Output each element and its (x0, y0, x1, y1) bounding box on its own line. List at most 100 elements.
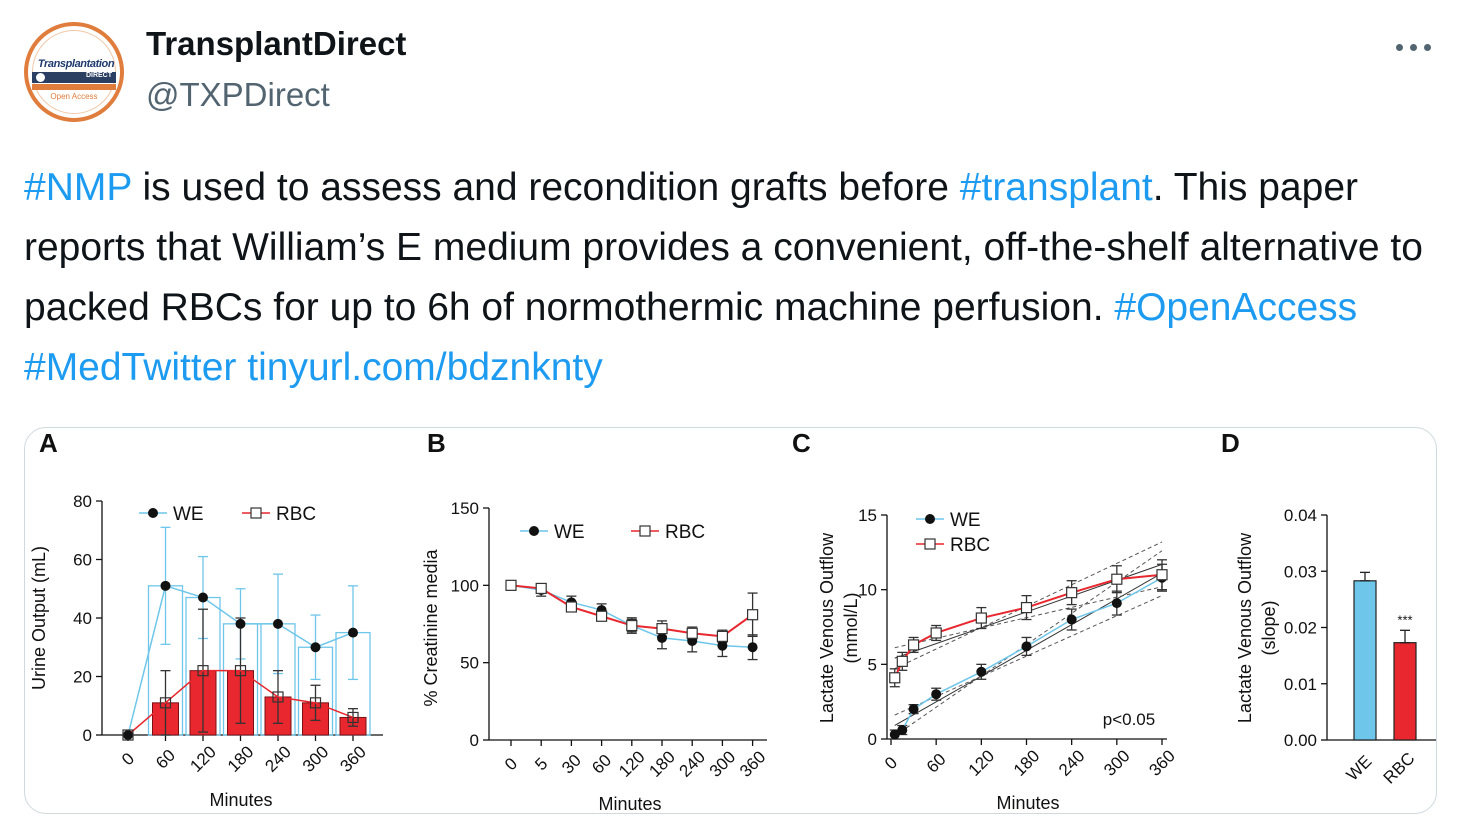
y-tick-label: 5 (868, 655, 877, 674)
user-handle[interactable]: @TXPDirect (146, 76, 330, 113)
y-tick-label: 0 (868, 730, 877, 749)
point-rbc (889, 672, 901, 684)
x-tick-label: 60 (923, 750, 950, 777)
tweet-text-segment: . This paper reports that William’s E me… (24, 166, 1423, 329)
point-we (273, 618, 283, 629)
point-rbc (535, 582, 547, 595)
x-tick-label: RBC (1380, 749, 1419, 788)
avatar-logo-stripe (32, 84, 116, 90)
y-tick-label: 40 (73, 609, 92, 628)
point-we (717, 640, 728, 651)
tweet-media-image[interactable]: A 0 20 40 60 80 0 60 120 180 240 300 360 Urine Output… (24, 427, 1437, 814)
y-tick-label: 80 (73, 492, 92, 511)
line-rbc (893, 573, 1163, 679)
y-axis-title: Lactate Venous Outflow (817, 532, 837, 723)
x-tick-label: 120 (186, 742, 219, 775)
point-rbc (746, 609, 759, 621)
point-rbc (272, 691, 284, 703)
point-we (160, 580, 171, 591)
point-we (1066, 614, 1077, 625)
point-we (931, 689, 942, 700)
legend-we-label: WE (554, 522, 585, 543)
x-tick-label: 240 (1055, 746, 1088, 779)
x-tick-label: 120 (615, 747, 648, 780)
x-tick-label: 360 (336, 742, 369, 775)
bar-rbc (1393, 642, 1417, 741)
y-tick-label: 100 (451, 576, 479, 595)
y-axis-title: Lactate Venous Outflow (1235, 532, 1255, 723)
significance-annotation: *** (1397, 612, 1412, 627)
point-we (747, 642, 758, 653)
point-we (198, 592, 208, 603)
p-value-annotation: p<0.05 (1103, 710, 1155, 729)
legend-we-label: WE (173, 504, 204, 525)
y-tick-label: 15 (858, 506, 877, 525)
x-tick-label: 5 (531, 754, 551, 774)
point-rbc (716, 630, 729, 642)
x-tick-label: 360 (1145, 746, 1178, 779)
point-rbc (975, 612, 987, 624)
point-rbc (1111, 573, 1123, 585)
point-rbc (1156, 569, 1168, 581)
x-axis-title: Minutes (996, 793, 1059, 813)
more-options-icon[interactable] (1396, 44, 1436, 54)
hashtag-link[interactable]: #OpenAccess (1114, 286, 1358, 329)
point-rbc (1020, 601, 1033, 614)
point-rbc (234, 665, 247, 677)
x-tick-label: 180 (224, 742, 257, 775)
point-rbc (656, 623, 668, 635)
point-rbc (1066, 587, 1078, 599)
point-we (889, 729, 900, 740)
point-we (310, 642, 321, 653)
y-axis-title: Urine Output (mL) (29, 546, 49, 690)
avatar-logo-text: Transplantation (37, 58, 115, 70)
x-axis-title: Minutes (209, 790, 272, 810)
x-tick-label: 0 (501, 754, 521, 774)
point-we (897, 725, 908, 736)
line-we (510, 584, 753, 648)
bar-we (1353, 580, 1377, 741)
y-tick-label: 0 (83, 726, 92, 745)
x-tick-label: 30 (558, 751, 585, 778)
line-rbc (127, 669, 354, 736)
y-tick-label: 50 (460, 654, 479, 673)
y-tick-label: 0.03 (1284, 562, 1317, 581)
point-rbc (686, 627, 698, 639)
x-tick-label: 0 (118, 749, 138, 769)
legend-rbc-marker (250, 507, 262, 519)
legend-rbc-marker (639, 525, 651, 537)
avatar[interactable]: Transplantation DIRECT Open Access (24, 22, 124, 122)
x-tick-label: 60 (152, 746, 179, 773)
hashtag-link[interactable]: #transplant (959, 166, 1153, 209)
point-we (657, 632, 667, 643)
display-name[interactable]: TransplantDirect (146, 25, 407, 62)
point-rbc (626, 619, 638, 632)
tweet-link[interactable]: tinyurl.com/bdznknty (247, 346, 603, 389)
y-tick-label: 10 (858, 581, 877, 600)
legend-we-marker (148, 508, 158, 518)
legend-rbc-label: RBC (665, 522, 705, 543)
x-tick-label: 240 (676, 747, 709, 780)
point-we (908, 704, 919, 715)
point-rbc (595, 610, 608, 622)
point-we (1021, 641, 1032, 652)
point-rbc (347, 711, 359, 724)
tweet-text: #NMP is used to assess and recondition g… (24, 158, 1444, 398)
tweet-text-segment: is used to assess and recondition grafts… (131, 166, 960, 209)
point-we (1111, 598, 1122, 609)
point-rbc (896, 655, 908, 667)
y-tick-label: 60 (73, 551, 92, 570)
x-tick-label: 60 (588, 751, 615, 778)
y-axis-title-unit: (slope) (1259, 600, 1279, 655)
hashtag-link[interactable]: #NMP (24, 166, 132, 209)
x-tick-label: WE (1343, 752, 1376, 785)
x-tick-label: 0 (881, 753, 901, 773)
y-tick-label: 150 (451, 499, 479, 518)
hashtag-link[interactable]: #MedTwitter (24, 346, 237, 389)
y-tick-label: 0.04 (1284, 506, 1317, 525)
y-tick-label: 0.00 (1284, 731, 1317, 750)
point-we (976, 666, 987, 677)
panel-label-a: A (39, 428, 58, 458)
point-rbc (309, 697, 322, 709)
